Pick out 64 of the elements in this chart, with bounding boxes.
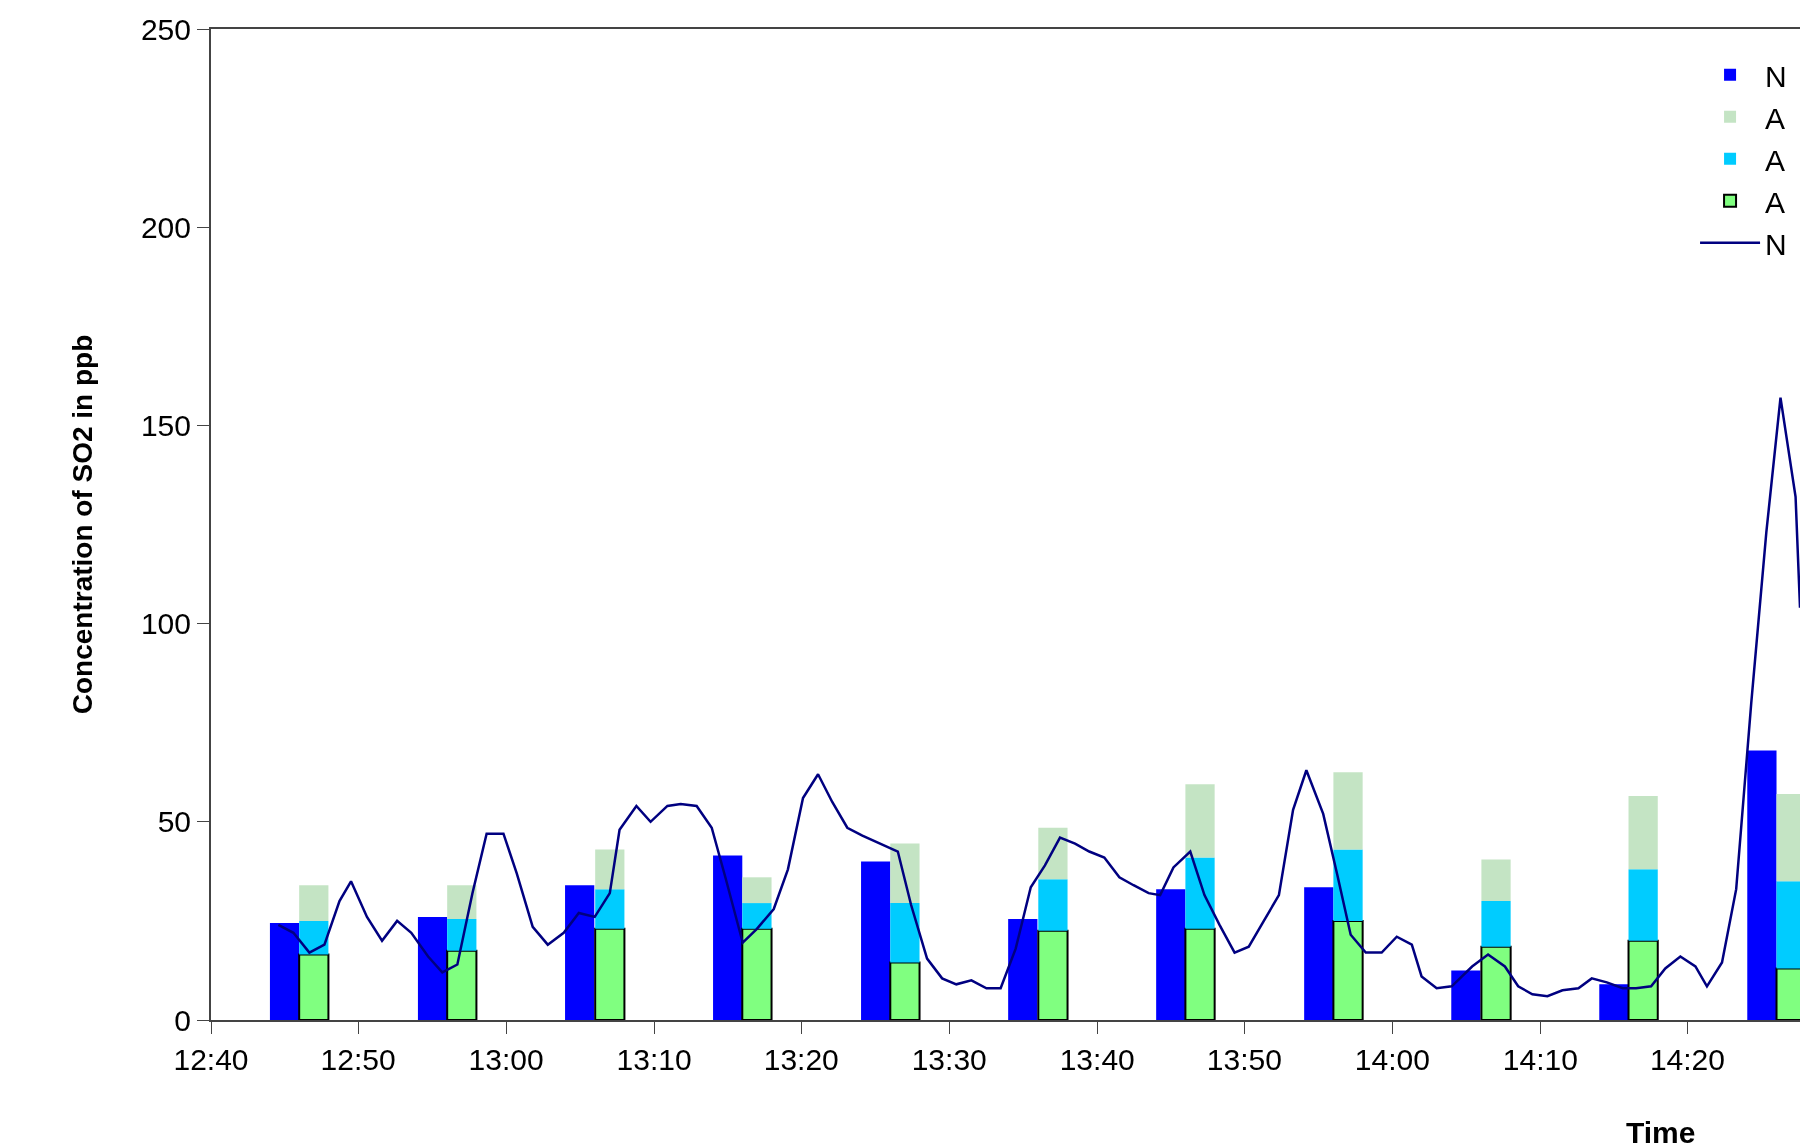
- bar: [1333, 849, 1363, 921]
- bar: [595, 889, 625, 929]
- bar: [1185, 857, 1215, 929]
- bar: [890, 903, 920, 963]
- bar: [713, 855, 743, 1020]
- legend-label: N: [1765, 227, 1787, 261]
- x-tick-label: 13:30: [911, 1043, 987, 1076]
- bar: [1304, 887, 1334, 1020]
- bar: [1185, 784, 1215, 858]
- bar: [890, 843, 920, 904]
- x-axis-title: Time: [1626, 1116, 1696, 1146]
- bar: [1627, 939, 1659, 1020]
- bar: [1628, 869, 1658, 941]
- bar: [1481, 901, 1511, 947]
- y-tick-label: 100: [140, 607, 191, 641]
- bar: [447, 885, 477, 919]
- bar: [1008, 918, 1038, 1020]
- y-tick-label: 200: [140, 210, 191, 244]
- bar: [889, 961, 921, 1020]
- y-tick-label: 250: [140, 12, 191, 46]
- bar: [742, 903, 772, 929]
- bar: [1599, 984, 1629, 1020]
- bar: [1747, 750, 1777, 1020]
- bar: [1038, 827, 1068, 880]
- legend-label: A: [1765, 185, 1786, 219]
- bar: [1480, 945, 1512, 1020]
- y-tick-label: 50: [157, 805, 191, 839]
- bar: [565, 885, 595, 1020]
- legend-label: N: [1765, 59, 1787, 93]
- x-tick-label: 12:40: [173, 1043, 249, 1076]
- bar: [269, 922, 300, 1020]
- bar: [594, 927, 626, 1020]
- x-tick-label: 13:40: [1059, 1043, 1135, 1076]
- y-tick-label: 0: [174, 1003, 191, 1037]
- bar: [447, 918, 477, 951]
- x-tick-label: 14:10: [1502, 1043, 1578, 1076]
- bar: [1184, 927, 1216, 1020]
- legend-label: A: [1765, 143, 1786, 177]
- bar: [298, 953, 330, 1020]
- x-tick-label: 13:00: [468, 1043, 544, 1076]
- bar: [1156, 889, 1186, 1020]
- bar: [417, 916, 448, 1020]
- bar: [446, 949, 478, 1020]
- bar: [1037, 929, 1069, 1020]
- bar: [741, 927, 773, 1020]
- bar: [1481, 859, 1511, 902]
- legend-label: A: [1765, 101, 1786, 135]
- bar: [861, 861, 891, 1020]
- bar: [1628, 796, 1658, 870]
- bar: [1333, 772, 1363, 850]
- x-tick-label: 14:20: [1649, 1043, 1725, 1076]
- bar: [1038, 879, 1068, 931]
- x-tick-label: 14:00: [1354, 1043, 1430, 1076]
- bar: [1332, 919, 1364, 1020]
- x-tick-label: 13:50: [1206, 1043, 1282, 1076]
- bar: [1451, 970, 1481, 1020]
- x-tick-label: 13:20: [763, 1043, 839, 1076]
- line-series: [277, 396, 1800, 998]
- x-tick-label: 13:10: [616, 1043, 692, 1076]
- bar: [742, 877, 772, 904]
- x-tick-label: 12:50: [320, 1043, 396, 1076]
- y-axis-title: Concentration of SO2 in ppb: [67, 334, 99, 715]
- y-tick-label: 150: [140, 408, 191, 442]
- bar: [299, 885, 329, 921]
